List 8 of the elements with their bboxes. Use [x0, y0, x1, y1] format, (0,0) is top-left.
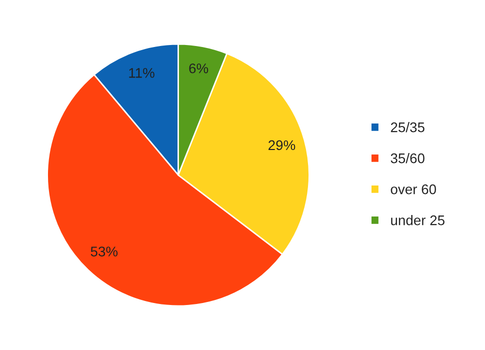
data-label: 11% [129, 68, 154, 78]
legend-label: under 25 [391, 215, 444, 226]
data-label: 53% [90, 246, 118, 256]
data-label: 6% [189, 63, 208, 74]
legend-label: over 60 [390, 184, 436, 194]
data-label: 29% [268, 140, 296, 150]
legend-label: 35/60 [390, 153, 424, 164]
legend-label: 25/35 [390, 122, 424, 132]
